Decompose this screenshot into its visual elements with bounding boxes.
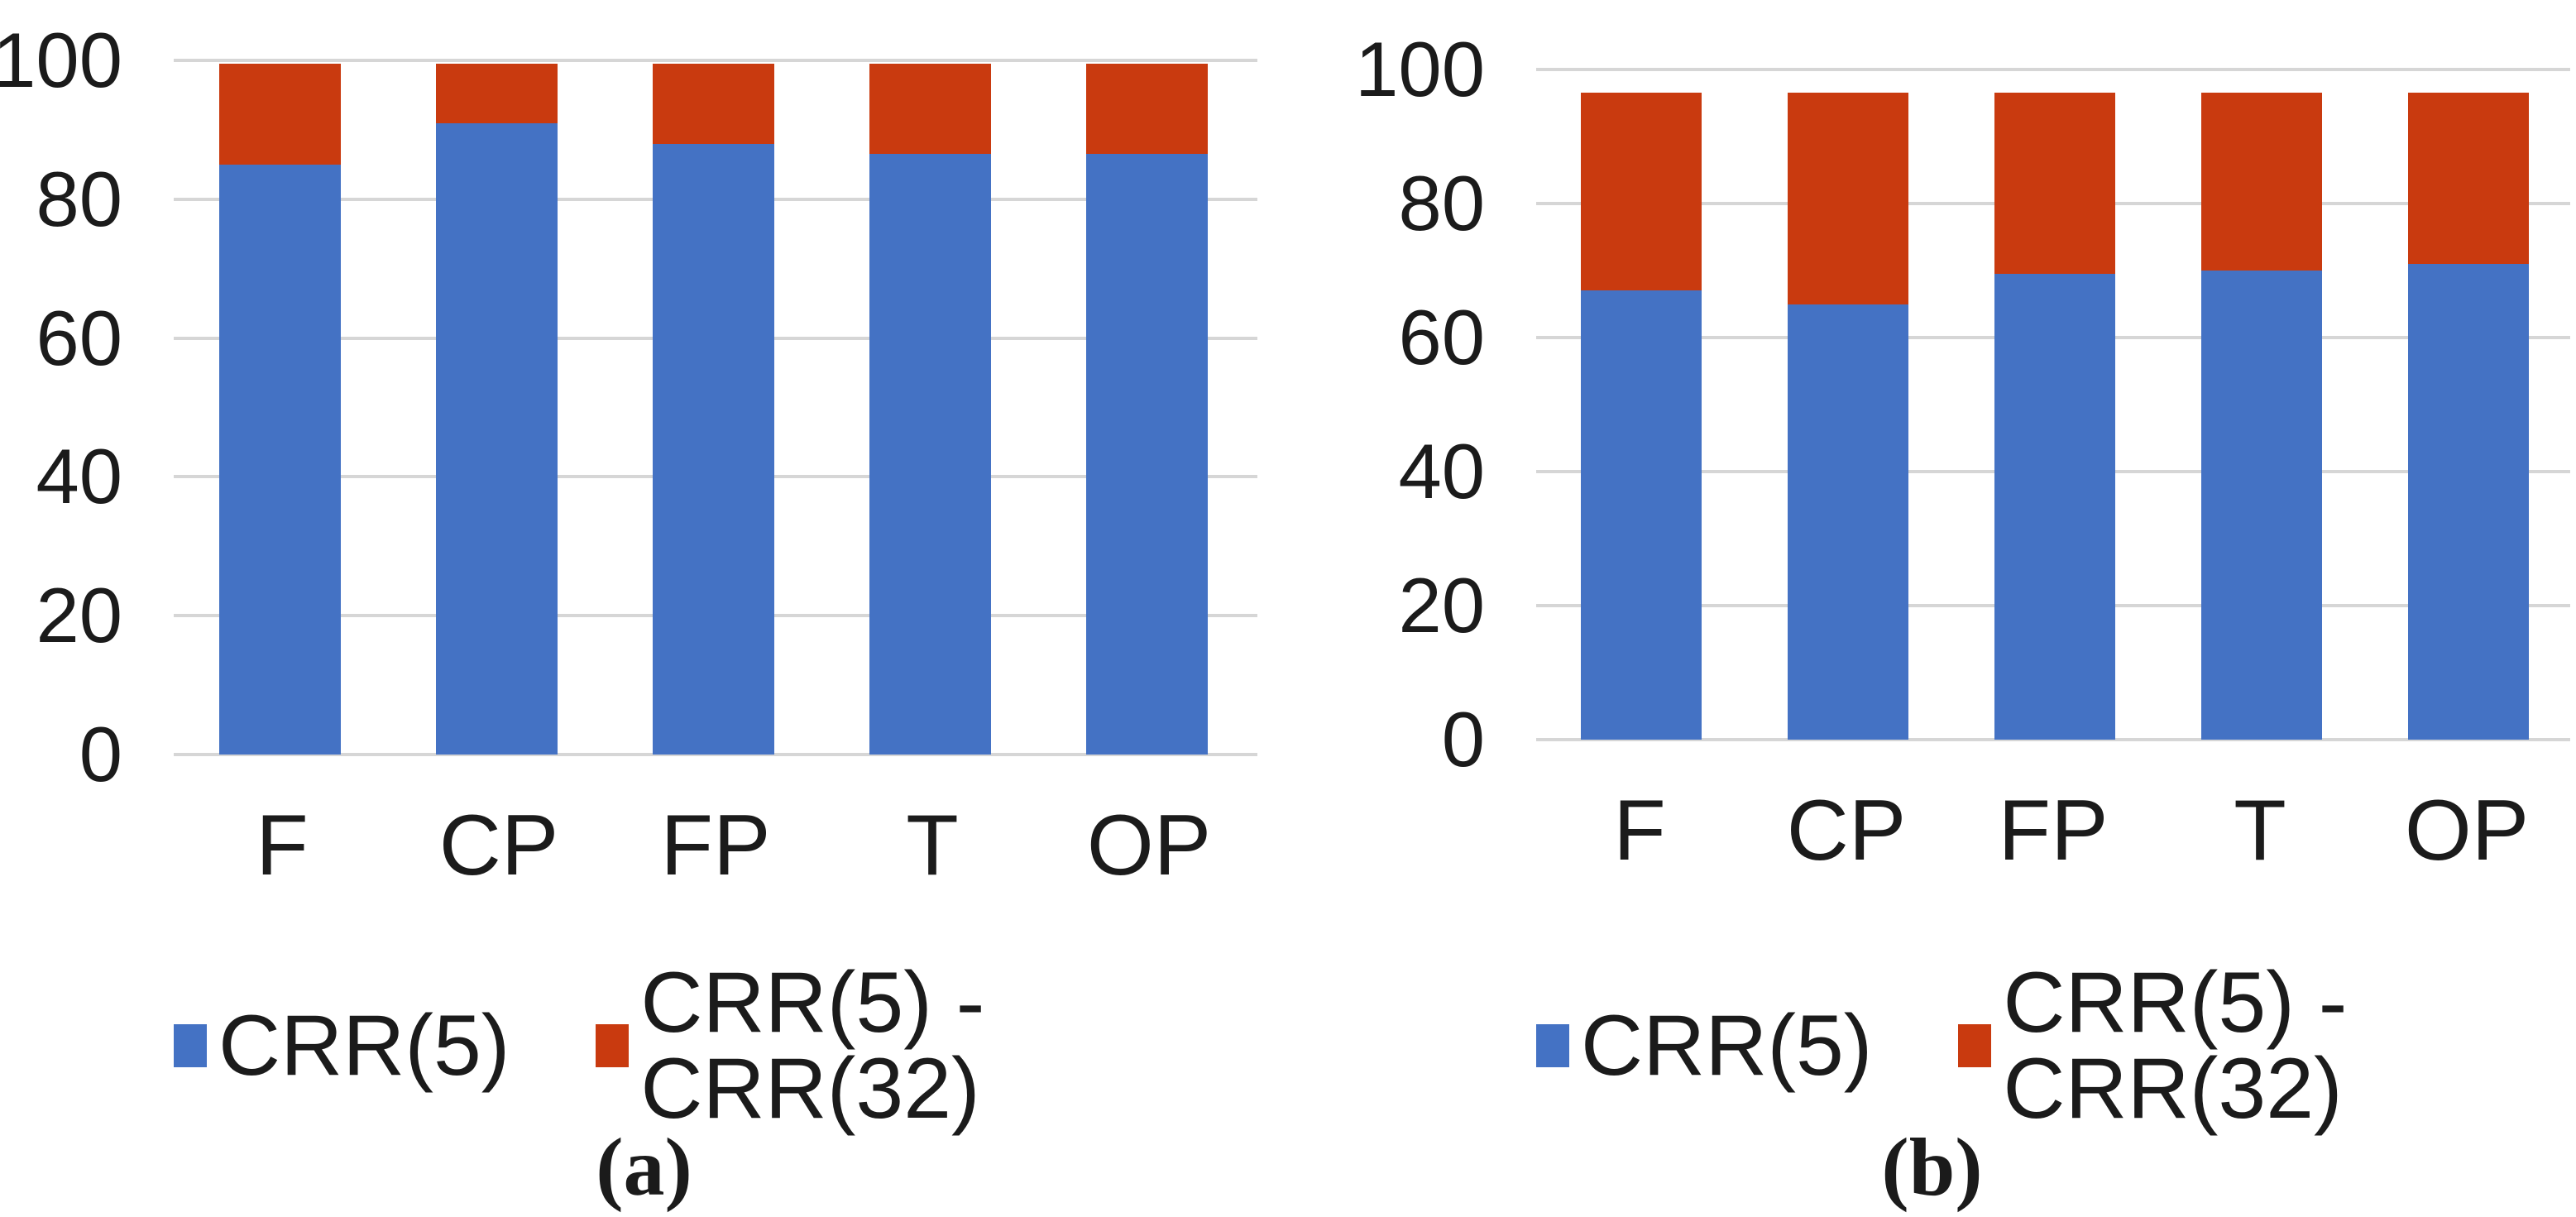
panel-caption-a: (a) xyxy=(596,1121,692,1213)
y-tick-label: 0 xyxy=(1441,696,1485,783)
bar-segment-crr-diff xyxy=(436,64,558,123)
bar-slot xyxy=(390,60,607,755)
bar-slot xyxy=(607,60,824,755)
y-tick-label: 80 xyxy=(1398,160,1485,247)
bar-segment-crr-diff xyxy=(653,64,774,144)
x-category-label: CP xyxy=(1786,783,1907,879)
legend-b: CRR(5) CRR(5) - CRR(32) xyxy=(1536,960,2570,1132)
bar-segment-crr-diff xyxy=(869,64,991,155)
gridline xyxy=(1536,738,2570,741)
bar-slot xyxy=(2363,69,2570,740)
bar-slot xyxy=(2157,69,2363,740)
bar-segment-crr-diff xyxy=(2407,93,2529,264)
chart-panel-a: 0 20 40 60 80 100 F CP FP T OP CRR(5) CRR(5) - CRR(… xyxy=(0,22,1257,1213)
bar-segment-crr5 xyxy=(219,164,341,755)
plot-area-b: 0 20 40 60 80 100 F CP FP T OP xyxy=(1355,31,2570,874)
bar-segment-crr5 xyxy=(869,154,991,755)
legend-swatch-crr-diff xyxy=(1958,1024,1992,1067)
legend-label: CRR(5) xyxy=(218,998,510,1094)
stacked-bar xyxy=(1994,69,2115,740)
bar-segment-crr5 xyxy=(1994,274,2115,740)
x-category-label: T xyxy=(906,798,959,894)
x-category-label: F xyxy=(1613,783,1666,879)
chart-panel-b: 0 20 40 60 80 100 F CP FP T OP CRR(5) CRR(5) - CRR(… xyxy=(1288,0,2576,1217)
gridline xyxy=(1536,68,2570,71)
legend-item: CRR(5) xyxy=(174,1003,510,1089)
bar-slot xyxy=(1041,60,1257,755)
bar-slot xyxy=(824,60,1041,755)
bar-segment-crr-diff xyxy=(1580,93,1702,291)
bar-segment-crr5 xyxy=(1787,304,1908,740)
bar-slot xyxy=(1950,69,2157,740)
y-tick-label: 0 xyxy=(79,711,122,798)
x-category-label: FP xyxy=(1998,783,2109,879)
bar-segment-crr5 xyxy=(2200,271,2322,740)
panel-caption-b: (b) xyxy=(1881,1121,1983,1213)
bar-slot xyxy=(1743,69,1950,740)
bar-segment-crr5 xyxy=(653,143,774,755)
legend-item: CRR(5) - CRR(32) xyxy=(1958,960,2570,1132)
legend-swatch-crr5 xyxy=(174,1024,207,1067)
x-category-label: F xyxy=(256,798,309,894)
stacked-bar xyxy=(869,60,991,755)
stacked-bar xyxy=(436,60,558,755)
y-tick-label: 60 xyxy=(36,294,122,381)
stacked-bar xyxy=(219,60,341,755)
stacked-bar xyxy=(653,60,774,755)
x-category-label: CP xyxy=(438,798,559,894)
y-tick-label: 60 xyxy=(1398,294,1485,381)
y-tick-label: 40 xyxy=(1398,428,1485,515)
y-tick-label: 20 xyxy=(1398,562,1485,649)
legend-label: CRR(5) - CRR(32) xyxy=(640,955,985,1137)
bar-segment-crr-diff xyxy=(1787,93,1908,304)
bar-slot xyxy=(174,60,390,755)
legend-label: CRR(5) - CRR(32) xyxy=(2003,955,2348,1137)
bar-segment-crr5 xyxy=(1086,154,1208,755)
stacked-bar xyxy=(2407,69,2529,740)
bar-slot xyxy=(1536,69,1743,740)
stacked-bar xyxy=(1086,60,1208,755)
legend-swatch-crr-diff xyxy=(596,1024,630,1067)
gridline xyxy=(174,753,1257,756)
x-category-label: FP xyxy=(660,798,771,894)
stacked-bar xyxy=(2200,69,2322,740)
plot-area-a: 0 20 40 60 80 100 F CP FP T OP xyxy=(0,22,1257,889)
gridline xyxy=(174,59,1257,62)
bar-segment-crr-diff xyxy=(2200,93,2322,271)
stacked-bar xyxy=(1787,69,1908,740)
x-category-label: OP xyxy=(1086,798,1212,894)
y-tick-label: 80 xyxy=(36,155,122,242)
bar-segment-crr-diff xyxy=(219,64,341,165)
y-tick-label: 100 xyxy=(0,17,122,103)
legend-item: CRR(5) xyxy=(1536,1003,1872,1089)
legend-label: CRR(5) xyxy=(1581,998,1873,1094)
stacked-bar xyxy=(1580,69,1702,740)
y-tick-label: 40 xyxy=(36,433,122,520)
bar-segment-crr5 xyxy=(1580,290,1702,740)
legend-item: CRR(5) - CRR(32) xyxy=(596,960,1257,1132)
bar-segment-crr-diff xyxy=(1086,64,1208,155)
y-tick-label: 100 xyxy=(1355,26,1485,113)
x-category-label: T xyxy=(2234,783,2286,879)
bar-segment-crr-diff xyxy=(1994,93,2115,275)
bar-segment-crr5 xyxy=(2407,263,2529,740)
bar-segment-crr5 xyxy=(436,122,558,755)
legend-a: CRR(5) CRR(5) - CRR(32) xyxy=(174,960,1257,1132)
legend-swatch-crr5 xyxy=(1536,1024,1569,1067)
y-tick-label: 20 xyxy=(36,572,122,659)
x-category-label: OP xyxy=(2404,783,2530,879)
